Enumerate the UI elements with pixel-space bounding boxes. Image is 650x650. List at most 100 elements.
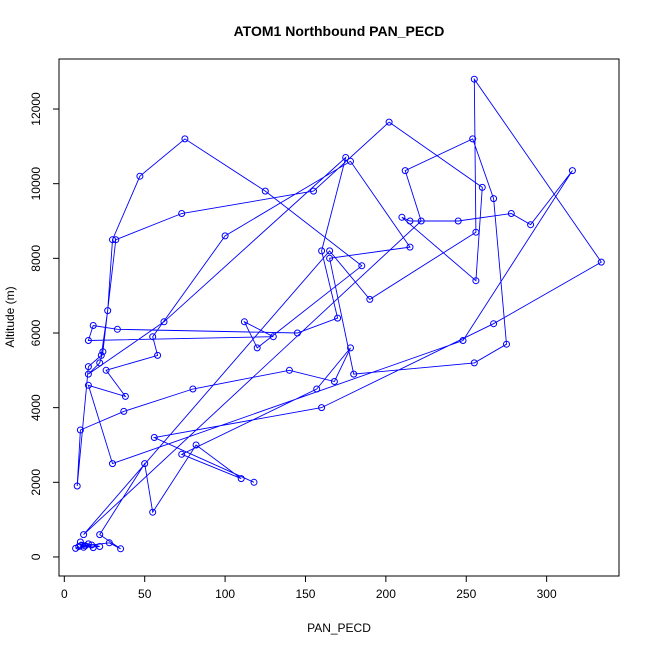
data-point [478,183,486,191]
data-point [84,540,92,548]
data-point [401,167,409,175]
data-point [503,340,510,348]
data-point [96,359,104,367]
data-point [84,381,92,389]
data-point [141,460,149,468]
data-point [366,295,374,303]
data-point [490,195,498,203]
data-point [454,217,462,225]
data-point [121,392,129,400]
data-point [250,478,258,486]
x-tick-label: 250 [456,587,476,601]
y-tick-label: 6000 [29,319,43,346]
data-point [88,541,96,549]
data-point [112,236,120,244]
data-point [253,344,261,352]
y-axis: 0 2000 4000 6000 8000 10000 12000 [29,92,60,560]
data-point [313,385,321,393]
data-point [237,475,245,483]
data-point [347,157,354,165]
data-point [102,366,110,374]
data-point [178,210,186,217]
data-point [507,210,515,217]
chart-title: ATOM1 Northbound PAN_PECD [234,23,445,39]
data-point [84,337,92,344]
data-point [358,262,366,270]
data-point [330,378,338,385]
data-point [472,277,480,285]
y-tick-label: 4000 [29,394,43,421]
data-point [527,221,535,229]
data-point [597,258,605,266]
data-point [472,228,480,236]
x-tick-label: 200 [376,587,396,601]
x-axis-label: PAN_PECD [307,621,371,635]
data-point [342,154,350,161]
data-point [318,247,326,255]
data-point [347,344,354,352]
data-point [192,441,200,449]
data-point [96,531,104,539]
data-point [350,370,358,378]
x-tick-label: 100 [215,587,235,601]
data-point [181,135,189,143]
data-point [76,542,84,550]
data-point [459,337,467,344]
data-point [160,318,168,326]
data-point [80,531,88,539]
data-point [293,329,301,337]
data-point [240,318,248,326]
data-point [154,351,162,359]
data-point [385,118,393,126]
data-point [261,187,269,195]
data-point [84,370,92,378]
data-point [417,217,425,225]
data-point [120,407,128,415]
y-tick-label: 2000 [29,469,43,496]
data-point [568,167,576,175]
data-point [136,172,144,180]
series-layer [72,75,605,553]
x-tick-label: 0 [61,587,68,601]
data-point [80,543,88,551]
data-point [109,460,116,468]
data-point [269,333,277,341]
data-point [334,314,342,322]
data-point [221,232,229,240]
data-point [73,482,81,490]
x-axis: 0 50 100 150 200 250 300 [61,575,557,601]
data-point [285,366,293,374]
data-point [149,508,157,516]
x-tick-label: 150 [295,587,315,601]
data-point [99,348,107,356]
data-point [89,322,97,329]
y-tick-label: 10000 [29,167,43,201]
series-line [75,77,602,550]
y-tick-label: 0 [29,553,43,560]
y-tick-label: 12000 [29,92,43,126]
data-point [318,404,326,412]
x-tick-label: 300 [537,587,557,601]
data-point [104,307,112,315]
data-point [326,254,334,262]
data-point [109,236,116,244]
data-point [470,359,478,367]
data-point [189,385,197,393]
data-point [490,320,498,328]
data-point [117,545,125,553]
data-point [326,247,334,255]
y-axis-label: Altitude (m) [3,286,17,347]
data-point [84,363,92,371]
data-point [105,539,113,547]
data-point [178,450,186,458]
y-tick-label: 8000 [29,245,43,272]
data-point [97,351,105,359]
x-tick-label: 50 [138,587,152,601]
data-point [96,543,104,550]
data-point [469,135,477,143]
data-point [398,213,406,221]
data-point [470,75,478,83]
data-point [310,187,317,195]
